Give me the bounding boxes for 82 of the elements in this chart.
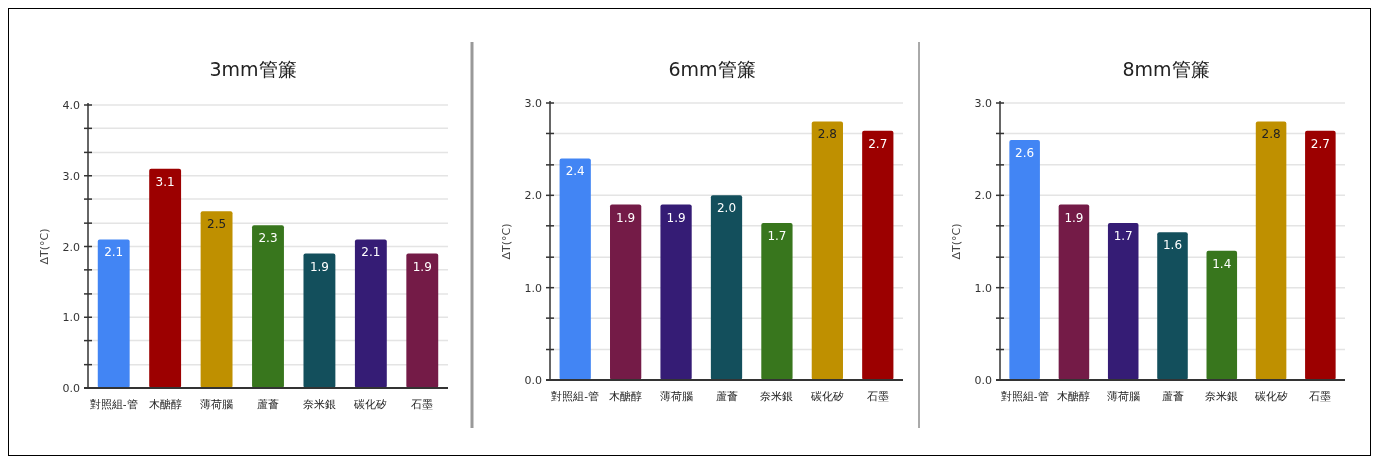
y-tick-label: 3.0	[62, 169, 80, 183]
data-label: 2.1	[361, 245, 381, 260]
bar	[303, 253, 336, 388]
data-label: 2.0	[716, 201, 737, 216]
data-label: 1.6	[1162, 238, 1183, 253]
x-tick-label: 薄荷腦	[1106, 390, 1140, 402]
x-tick-label: 木醣醇	[609, 390, 643, 402]
chart-title: 8mm管簾	[1122, 58, 1210, 80]
bar	[710, 195, 743, 380]
x-tick-label: 石墨	[411, 398, 434, 410]
y-tick-label: 1.0	[62, 311, 80, 325]
data-label: 2.1	[104, 245, 124, 260]
data-label: 1.9	[666, 210, 686, 225]
x-tick-label: 蘆薈	[257, 398, 279, 410]
bar	[1206, 250, 1238, 380]
x-tick-label: 碳化矽	[809, 390, 844, 402]
x-tick-label: 薄荷腦	[200, 398, 234, 410]
x-tick-label: 石墨	[866, 390, 889, 402]
x-tick-label: 奈米銀	[1205, 390, 1239, 402]
data-label: 2.8	[1261, 127, 1281, 142]
y-tick-label: 4.0	[62, 99, 80, 112]
y-tick-label: 1.0	[974, 281, 992, 295]
y-axis-title: ΔT(°C)	[38, 228, 51, 265]
data-label: 1.9	[1064, 210, 1084, 225]
bar	[1107, 223, 1139, 380]
x-tick-label: 木醣醇	[1057, 390, 1091, 402]
x-tick-label: 蘆薈	[715, 390, 738, 402]
bar	[1009, 139, 1040, 380]
bar	[610, 204, 642, 380]
bar	[811, 121, 843, 380]
y-axis-title: ΔT(°C)	[950, 223, 963, 260]
y-axis-title: ΔT(°C)	[500, 223, 513, 260]
bar	[559, 158, 591, 380]
x-tick-label: 奈米銀	[302, 398, 336, 410]
bar	[1305, 130, 1336, 380]
bar	[354, 239, 387, 388]
data-label: 1.7	[1113, 229, 1133, 244]
data-label: 2.3	[258, 231, 278, 246]
data-label: 2.8	[817, 127, 837, 142]
bar	[406, 253, 439, 388]
x-tick-label: 蘆薈	[1161, 390, 1184, 402]
bar	[862, 130, 894, 380]
data-label: 1.7	[767, 229, 787, 244]
y-tick-label: 2.0	[974, 189, 992, 203]
data-label: 2.7	[868, 136, 888, 151]
x-tick-label: 石墨	[1309, 390, 1332, 402]
data-label: 3.1	[155, 174, 175, 189]
data-label: 1.9	[309, 259, 329, 274]
chart-title: 3mm管簾	[209, 58, 297, 80]
y-tick-label: 3.0	[524, 97, 542, 110]
bar	[200, 211, 233, 388]
bar	[1157, 232, 1188, 380]
data-label: 2.4	[565, 164, 585, 179]
bar	[660, 204, 692, 380]
x-tick-label: 木醣醇	[148, 398, 182, 410]
bar	[149, 168, 182, 388]
bar	[252, 225, 284, 388]
x-tick-label: 對照組-管	[551, 390, 600, 402]
x-tick-label: 碳化矽	[1253, 390, 1288, 402]
bar	[1255, 121, 1287, 380]
data-label: 2.5	[207, 217, 227, 232]
data-label: 1.4	[1212, 256, 1232, 271]
x-tick-label: 對照組-管	[89, 398, 138, 410]
y-tick-label: 1.0	[524, 281, 542, 295]
data-label: 2.6	[1015, 145, 1035, 160]
data-label: 2.7	[1310, 136, 1330, 151]
x-tick-label: 薄荷腦	[659, 390, 693, 402]
x-tick-label: 對照組-管	[1000, 390, 1049, 402]
y-tick-label: 2.0	[62, 240, 80, 254]
x-tick-label: 碳化矽	[353, 398, 388, 410]
x-tick-label: 奈米銀	[760, 390, 794, 402]
data-label: 1.9	[616, 210, 636, 225]
chart-title: 6mm管簾	[668, 58, 756, 80]
y-tick-label: 3.0	[974, 97, 992, 110]
y-tick-label: 0.0	[974, 374, 992, 387]
bar	[1058, 204, 1090, 380]
bar	[97, 239, 130, 388]
data-label: 1.9	[412, 259, 432, 274]
y-tick-label: 2.0	[524, 189, 542, 203]
y-tick-label: 0.0	[524, 374, 542, 387]
bar	[761, 223, 793, 380]
y-tick-label: 0.0	[62, 382, 80, 395]
